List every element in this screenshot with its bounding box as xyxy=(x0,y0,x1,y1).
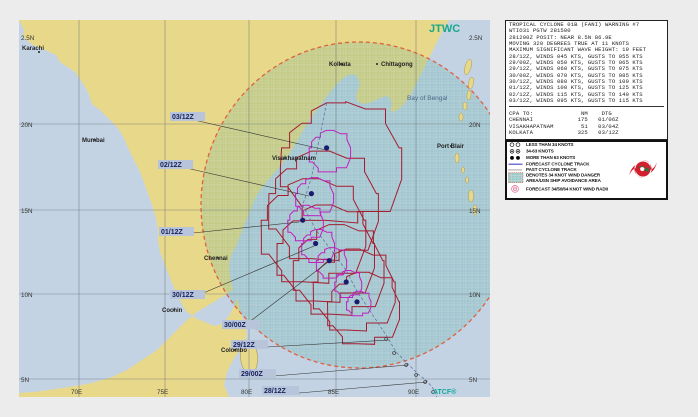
svg-text:Colombo: Colombo xyxy=(221,348,247,354)
svg-text:10N: 10N xyxy=(469,292,481,299)
svg-text:●: ● xyxy=(392,350,396,357)
svg-text:Visakhapatnam: Visakhapatnam xyxy=(272,156,316,162)
svg-text:Chennai: Chennai xyxy=(204,256,228,262)
svg-text:MORE THAN 63 KNOTS: MORE THAN 63 KNOTS xyxy=(526,155,575,160)
svg-text:ATCF®: ATCF® xyxy=(433,388,457,396)
svg-text:90E: 90E xyxy=(408,389,419,396)
svg-text:JTWC: JTWC xyxy=(429,23,460,35)
svg-text:LESS THAN 34 KNOTS: LESS THAN 34 KNOTS xyxy=(526,142,574,147)
svg-text:●: ● xyxy=(384,336,388,343)
svg-text:PAST CYCLONE TRACK: PAST CYCLONE TRACK xyxy=(526,167,577,172)
svg-text:20N: 20N xyxy=(469,122,481,129)
svg-text:02/12Z: 02/12Z xyxy=(160,162,183,169)
svg-text:DENOTES 34 KNOT WIND DANGER: DENOTES 34 KNOT WIND DANGER xyxy=(526,172,601,177)
svg-text:01/12Z: 01/12Z xyxy=(161,229,184,236)
svg-text:Mumbai: Mumbai xyxy=(82,138,105,144)
svg-text:5N: 5N xyxy=(21,377,30,384)
svg-text:29/00Z: 29/00Z xyxy=(241,371,264,378)
svg-text:34-63 KNOTS: 34-63 KNOTS xyxy=(526,149,554,154)
svg-text:AREA/USN SHIP AVOIDANCE AREA: AREA/USN SHIP AVOIDANCE AREA xyxy=(526,178,602,183)
svg-text:5N: 5N xyxy=(469,377,478,384)
svg-text:2.5N: 2.5N xyxy=(469,35,483,42)
svg-text:28/12Z: 28/12Z xyxy=(264,388,287,395)
svg-text:Port Blair: Port Blair xyxy=(437,144,465,150)
svg-text:30/12Z: 30/12Z xyxy=(172,292,195,299)
svg-text:75E: 75E xyxy=(157,389,168,396)
svg-text:Karachi: Karachi xyxy=(22,46,44,52)
svg-text:15N: 15N xyxy=(469,208,481,215)
svg-text:15N: 15N xyxy=(21,208,33,215)
svg-text:FORECAST CYCLONE TRACK: FORECAST CYCLONE TRACK xyxy=(526,161,590,166)
svg-text:Kolkata: Kolkata xyxy=(329,62,351,68)
svg-text:30/00Z: 30/00Z xyxy=(224,322,247,329)
svg-text:20N: 20N xyxy=(21,122,33,129)
svg-text:80E: 80E xyxy=(241,389,252,396)
svg-text:Bay of Bengal: Bay of Bengal xyxy=(407,95,448,102)
svg-text:2.5N: 2.5N xyxy=(21,35,35,42)
svg-text:Cochin: Cochin xyxy=(162,308,183,314)
svg-text:FORECAST 34/50/64 KNOT WIND RA: FORECAST 34/50/64 KNOT WIND RADII xyxy=(526,186,608,191)
svg-text:10N: 10N xyxy=(21,292,33,299)
svg-text:70E: 70E xyxy=(71,389,82,396)
svg-text:03/12Z: 03/12Z xyxy=(172,114,195,121)
svg-text:Chittagong: Chittagong xyxy=(381,62,413,68)
